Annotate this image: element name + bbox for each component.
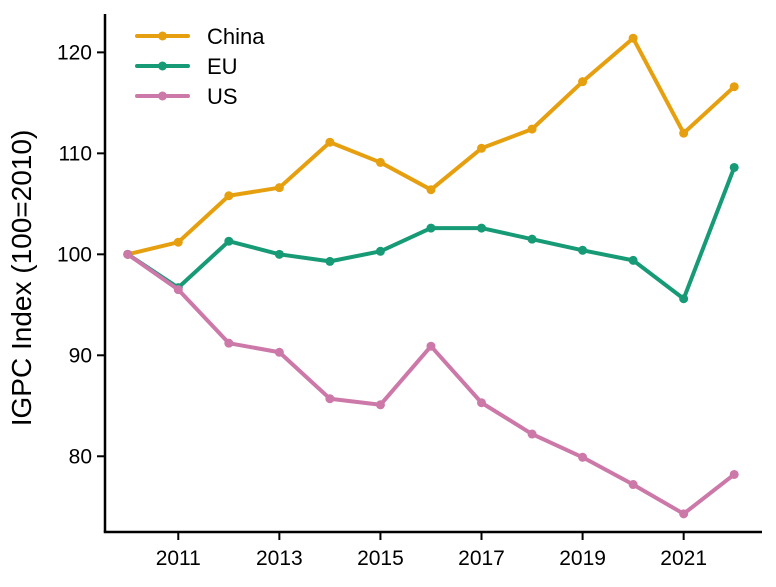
- series-layer: [123, 33, 739, 519]
- x-tick-label: 2011: [156, 547, 201, 570]
- data-point-china: [527, 124, 537, 134]
- data-point-china: [477, 143, 487, 153]
- data-point-china: [325, 137, 335, 147]
- legend-marker-eu: [158, 61, 167, 71]
- data-point-eu: [375, 246, 385, 256]
- data-point-eu: [679, 294, 689, 304]
- y-axis-title: IGPC Index (100=2010): [6, 130, 37, 427]
- data-point-us: [628, 480, 638, 490]
- data-point-eu: [628, 255, 638, 265]
- data-point-china: [375, 157, 385, 167]
- data-point-china: [679, 128, 689, 138]
- x-tick-label: 2019: [559, 547, 606, 570]
- x-tick-label: 2021: [660, 547, 707, 570]
- x-tick-label: 2015: [357, 547, 404, 570]
- legend-item-eu: EU: [135, 54, 238, 79]
- data-point-eu: [325, 256, 335, 266]
- y-tick-label: 90: [69, 344, 92, 367]
- data-point-china: [628, 33, 638, 43]
- data-point-eu: [426, 223, 436, 233]
- legend-label-us: US: [207, 84, 238, 109]
- y-tick-label: 80: [69, 445, 92, 468]
- data-point-us: [729, 469, 739, 479]
- data-point-china: [729, 82, 739, 92]
- legend-item-china: China: [135, 24, 265, 49]
- data-point-eu: [274, 249, 284, 259]
- data-point-eu: [224, 236, 234, 246]
- data-point-china: [224, 191, 234, 201]
- data-point-eu: [527, 234, 537, 244]
- data-point-eu: [729, 162, 739, 172]
- legend-marker-china: [158, 31, 167, 41]
- data-point-us: [224, 338, 234, 348]
- y-tick-label: 120: [57, 41, 92, 64]
- data-point-eu: [578, 245, 588, 255]
- legend-label-eu: EU: [207, 54, 238, 79]
- x-tick-label: 2013: [256, 547, 303, 570]
- data-point-us: [679, 509, 689, 519]
- data-point-eu: [477, 223, 487, 233]
- data-point-us: [426, 341, 436, 351]
- series-us: [123, 249, 739, 519]
- axes: 80 90 100 110 120 2011 2013 2015 2017 2019 2021: [57, 14, 762, 570]
- y-tick-label: 100: [57, 243, 92, 266]
- data-point-china: [578, 77, 588, 87]
- legend-label-china: China: [207, 24, 265, 49]
- legend-marker-us: [158, 91, 167, 101]
- data-point-us: [123, 249, 133, 259]
- series-line-us: [125, 252, 737, 516]
- y-tick-label: 110: [59, 142, 92, 165]
- x-tick-label: 2017: [458, 547, 505, 570]
- legend-item-us: US: [135, 84, 238, 109]
- legend: China EU US: [135, 24, 265, 109]
- series-china: [123, 33, 739, 259]
- data-point-us: [527, 429, 537, 439]
- data-point-china: [173, 237, 183, 247]
- data-point-us: [477, 398, 487, 408]
- series-eu: [123, 162, 739, 304]
- data-point-us: [325, 394, 335, 404]
- data-point-us: [173, 285, 183, 295]
- data-point-us: [375, 400, 385, 410]
- data-point-us: [578, 452, 588, 462]
- data-point-china: [274, 183, 284, 193]
- data-point-china: [426, 185, 436, 195]
- data-point-us: [274, 347, 284, 357]
